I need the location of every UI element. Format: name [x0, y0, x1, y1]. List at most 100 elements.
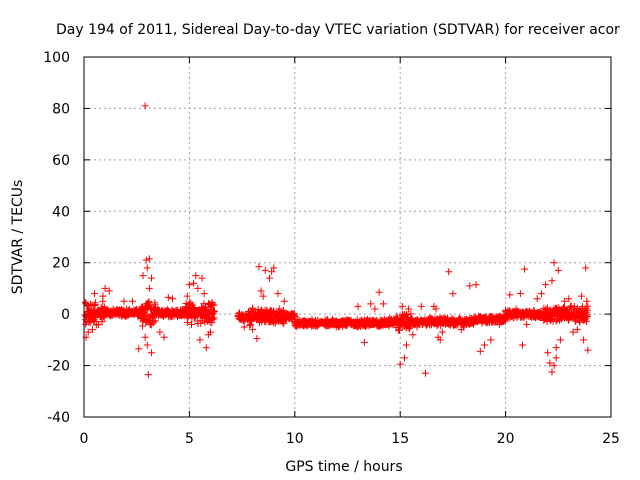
data-point	[145, 284, 153, 292]
data-point	[210, 301, 218, 309]
data-point	[200, 290, 208, 298]
data-point	[432, 305, 440, 313]
data-point	[142, 256, 150, 264]
y-tick-label: 100	[43, 50, 70, 66]
data-point	[537, 290, 545, 298]
y-tick-label: -40	[47, 410, 70, 426]
data-point	[90, 317, 98, 325]
data-point	[128, 297, 136, 305]
data-point	[253, 335, 261, 343]
data-point	[521, 265, 529, 273]
data-point	[190, 304, 198, 312]
data-point	[487, 336, 495, 344]
data-point	[523, 320, 531, 328]
data-point	[210, 307, 218, 315]
x-axis-label: GPS time / hours	[285, 459, 402, 475]
data-point	[86, 300, 94, 308]
data-point	[169, 295, 177, 303]
data-point	[183, 292, 191, 300]
y-tick-label: -20	[47, 359, 70, 375]
data-point	[573, 326, 581, 334]
data-point	[371, 305, 379, 313]
data-point	[185, 281, 193, 289]
data-point	[259, 292, 267, 300]
data-point	[501, 317, 509, 325]
data-point	[584, 346, 592, 354]
data-point	[210, 314, 218, 322]
data-point	[561, 297, 569, 305]
data-point	[139, 272, 147, 280]
data-point	[209, 315, 217, 323]
data-point	[145, 301, 153, 309]
data-point	[291, 312, 299, 320]
data-point	[407, 310, 415, 318]
data-point	[396, 360, 404, 368]
data-point	[576, 318, 584, 326]
data-point	[544, 349, 552, 357]
data-point	[206, 328, 214, 336]
data-point	[98, 318, 106, 326]
x-tick-label: 10	[286, 431, 304, 447]
data-point	[552, 354, 560, 362]
grid-lines	[84, 57, 611, 417]
data-point	[198, 274, 206, 282]
data-point	[550, 259, 558, 267]
data-point	[94, 320, 102, 328]
data-point	[548, 368, 556, 376]
plot-frame	[83, 56, 612, 418]
data-point	[274, 290, 282, 298]
y-tick-label: 0	[61, 307, 70, 323]
data-point	[476, 347, 484, 355]
data-point	[270, 264, 278, 272]
data-point	[164, 293, 172, 301]
data-point	[141, 102, 149, 110]
data-point	[144, 371, 152, 379]
x-tick-label: 20	[497, 431, 515, 447]
y-tick-label: 80	[52, 101, 70, 117]
data-point	[518, 341, 526, 349]
data-point	[583, 313, 591, 321]
data-point	[379, 300, 387, 308]
data-points	[81, 102, 592, 379]
data-point	[188, 320, 196, 328]
data-point	[580, 336, 588, 344]
data-point	[143, 341, 151, 349]
data-point	[417, 302, 425, 310]
data-point	[516, 290, 524, 298]
data-point	[360, 338, 368, 346]
data-point	[582, 264, 590, 272]
data-point	[202, 344, 210, 352]
data-point	[192, 272, 200, 280]
axis-ticks: 0 5 10 15 20 25 100 80 60 40 20 0 -20 -40	[43, 50, 620, 447]
y-tick-label: 40	[52, 204, 70, 220]
data-point	[88, 326, 96, 334]
data-point	[99, 297, 107, 305]
data-point	[280, 306, 288, 314]
data-point	[554, 266, 562, 274]
data-point	[197, 319, 205, 327]
data-point	[569, 328, 577, 336]
data-point	[120, 297, 128, 305]
x-tick-label: 5	[185, 431, 194, 447]
y-axis-label: SDTVAR / TECUs	[10, 180, 26, 295]
data-point	[100, 314, 108, 322]
data-point	[546, 359, 554, 367]
data-point	[91, 299, 99, 307]
data-point	[190, 279, 198, 287]
data-point	[438, 328, 446, 336]
data-point	[141, 307, 149, 315]
data-point	[584, 302, 592, 310]
data-point	[147, 349, 155, 357]
data-point	[257, 287, 265, 295]
data-point	[184, 318, 192, 326]
data-point	[246, 321, 254, 329]
data-point	[472, 281, 480, 289]
data-point	[501, 316, 509, 324]
data-point	[552, 317, 560, 325]
data-point	[135, 345, 143, 353]
data-point	[255, 263, 263, 271]
data-point	[506, 291, 514, 299]
data-point	[105, 287, 113, 295]
data-point	[147, 274, 155, 282]
